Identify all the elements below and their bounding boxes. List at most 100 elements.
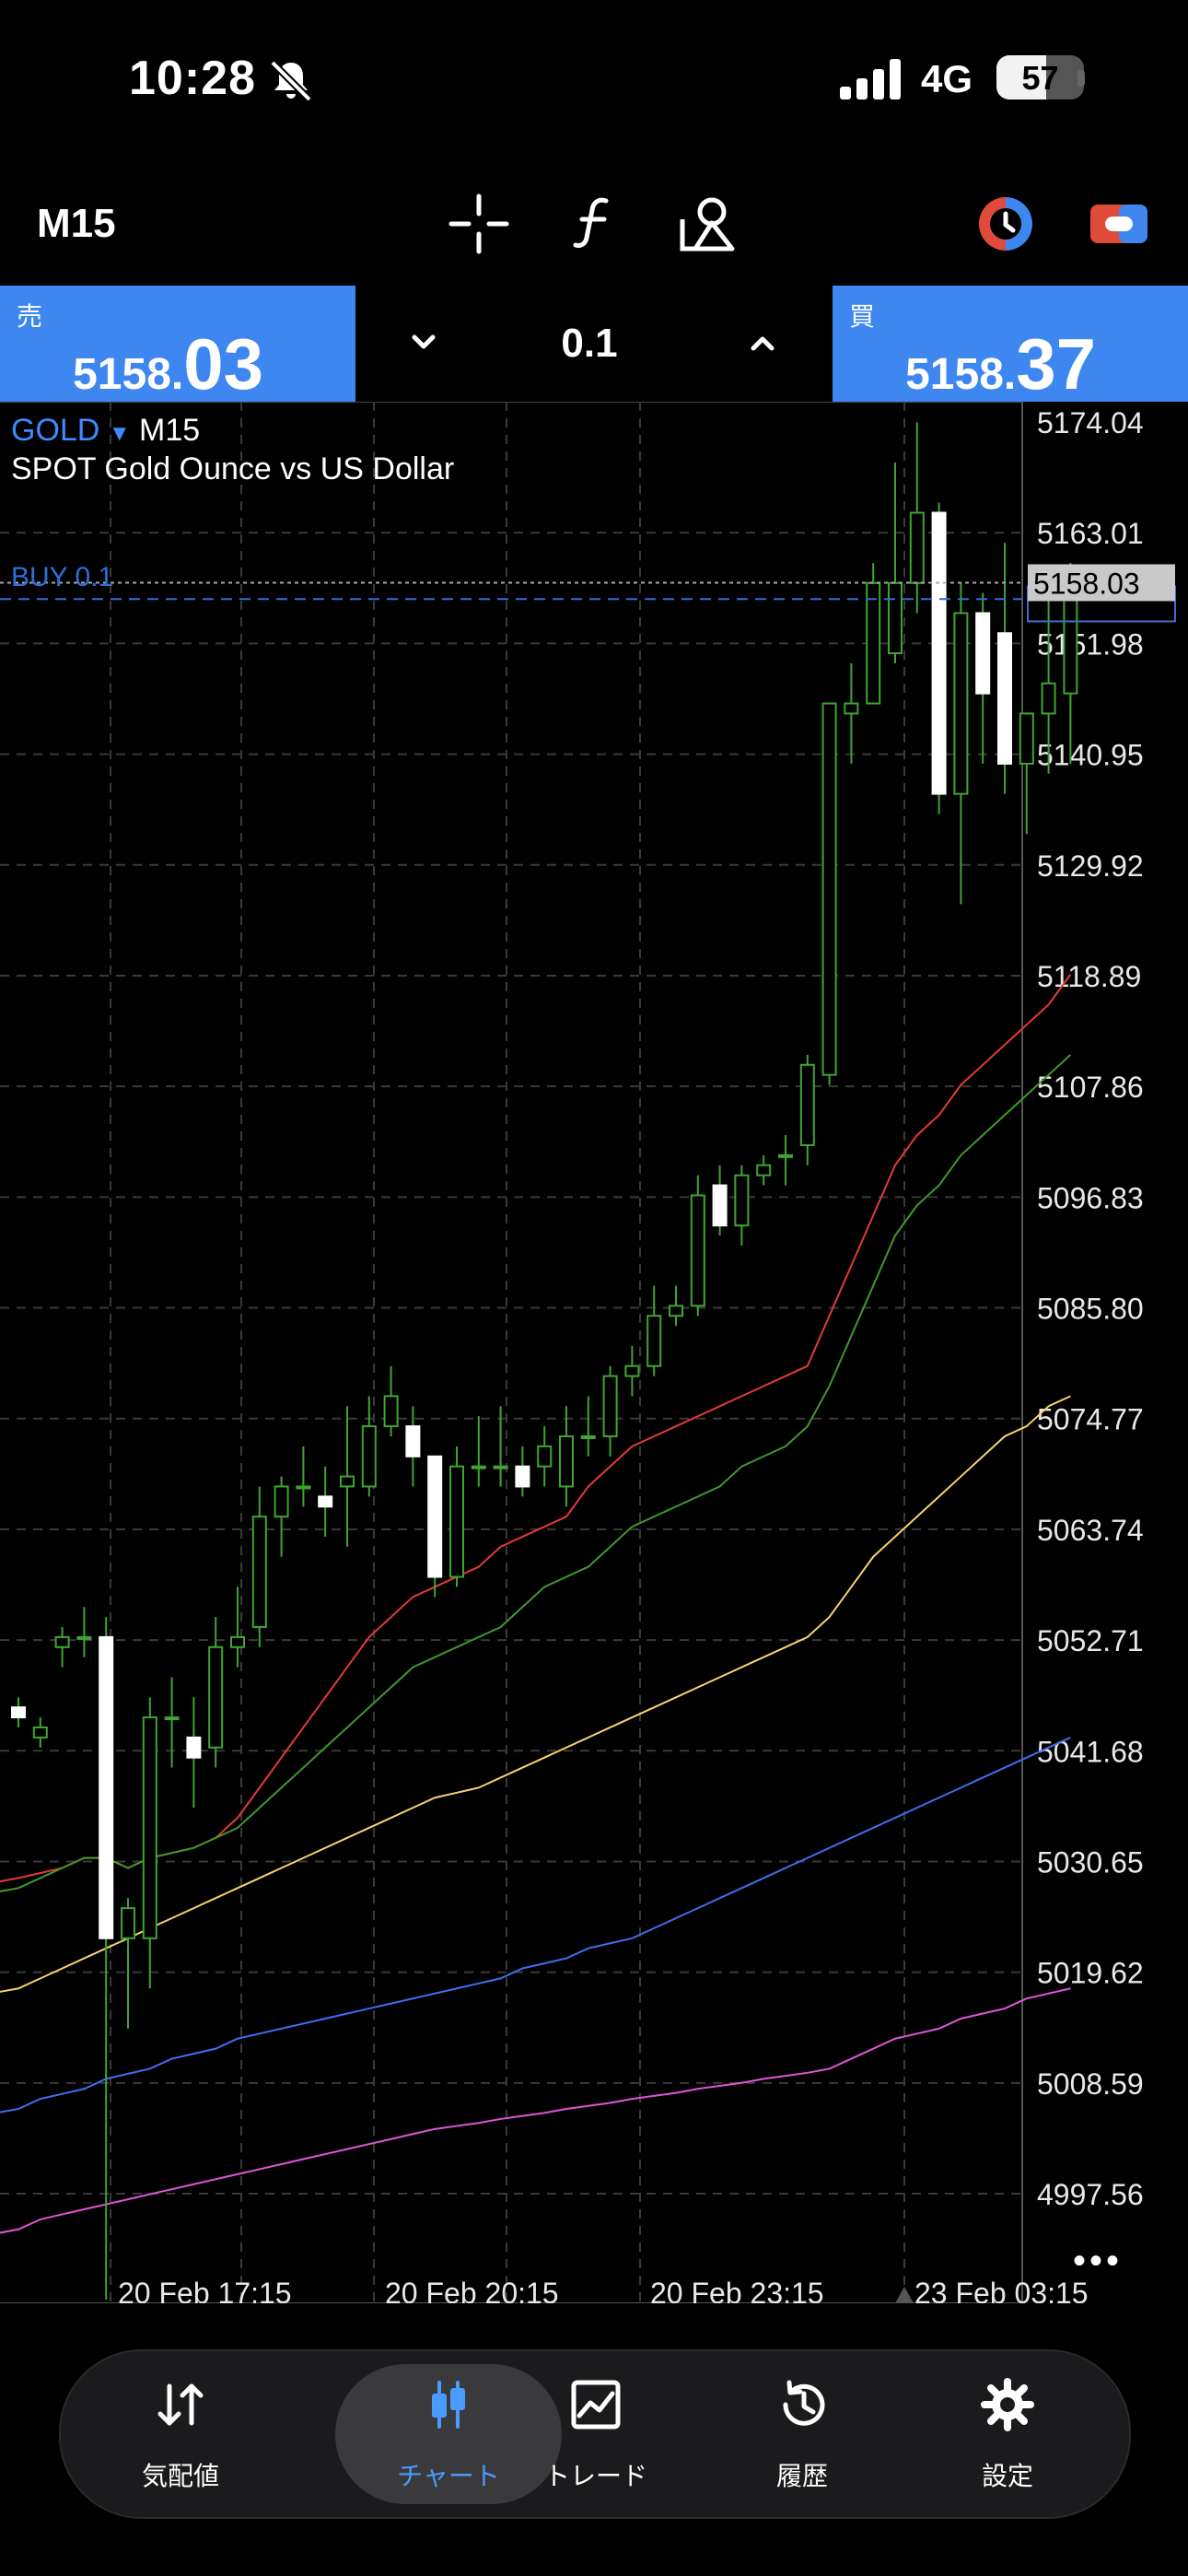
candle-body [1019, 712, 1034, 765]
bell-muted-icon [270, 60, 312, 102]
candle-body [778, 1153, 793, 1158]
candle-body [318, 1495, 333, 1508]
candle-body [383, 1395, 399, 1428]
nav-item-trade[interactable]: トレード [504, 2351, 688, 2517]
y-tick-label: 5096.83 [1037, 1181, 1144, 1214]
crosshair-icon[interactable] [447, 192, 511, 256]
more-options-button[interactable]: ••• [1073, 2241, 1124, 2281]
candle-body [493, 1465, 508, 1469]
network-type: 4G [921, 57, 973, 100]
chart-timeframe: M15 [139, 413, 201, 448]
candle-body [99, 1635, 114, 1939]
nav-label-history: 履歴 [775, 2462, 828, 2490]
sell-price-pips: 03 [183, 323, 263, 404]
buy-price: 5158.37 [905, 322, 1096, 406]
indicator-f-icon[interactable] [562, 192, 626, 256]
candle-body [866, 581, 881, 705]
battery-nub [1077, 70, 1085, 87]
candle-body [76, 1635, 92, 1640]
buy-label: 買 [849, 302, 876, 331]
buy-price-main: 5158. [905, 350, 1017, 399]
candle-body [186, 1736, 202, 1759]
x-tick-label: 23 Feb 03:15 [914, 2277, 1089, 2303]
chart-symbol-header[interactable]: GOLD ▼ M15 [11, 413, 200, 449]
candle-body [208, 1645, 224, 1749]
position-label[interactable]: BUY 0.1 [11, 562, 114, 592]
candle-body [340, 1475, 355, 1488]
buy-price-pips: 37 [1016, 323, 1096, 404]
candle-body [799, 1063, 815, 1146]
current-price-label: 5158.03 [1033, 567, 1140, 600]
candle-body [888, 581, 903, 655]
nav-item-chart[interactable]: チャート [356, 2351, 541, 2517]
sell-label: 売 [17, 302, 43, 331]
lot-decrease-chevron-down-icon[interactable] [405, 324, 442, 361]
candle-body [734, 1174, 750, 1227]
nav-item-history[interactable]: 履歴 [710, 2351, 894, 2517]
candle-body [515, 1465, 530, 1488]
candle-body [471, 1465, 486, 1469]
lot-increase-chevron-up-icon[interactable] [744, 324, 781, 361]
candle-body [32, 1726, 48, 1739]
moving-average-line [0, 1395, 1071, 1993]
y-tick-label: 5063.74 [1037, 1514, 1144, 1547]
x-tick-label: 20 Feb 17:15 [118, 2277, 292, 2303]
sell-button[interactable]: 売 5158.03 [0, 286, 355, 404]
nav-item-quotes[interactable]: 気配値 [88, 2351, 273, 2517]
timeframe-button[interactable]: M15 [37, 201, 116, 246]
nav-item-settings[interactable]: 設定 [915, 2351, 1100, 2517]
candle-body [909, 511, 925, 584]
nav-label-chart: チャート [397, 2462, 500, 2490]
symbol-dropdown-icon[interactable]: ▼ [108, 421, 131, 446]
buy-button[interactable]: 買 5158.37 [833, 286, 1188, 404]
lot-selector [355, 286, 833, 402]
candle-body [931, 511, 947, 795]
candle-body [296, 1485, 311, 1490]
moving-average-line [0, 1736, 1071, 2113]
sell-price-main: 5158. [73, 350, 184, 399]
candle-body [274, 1485, 289, 1518]
candle-body [821, 702, 837, 1076]
symbol-name[interactable]: GOLD [11, 413, 100, 448]
nav-label-settings: 設定 [981, 2462, 1033, 2490]
candle-body [756, 1164, 772, 1177]
candle-body [975, 612, 991, 695]
candle-body [230, 1635, 245, 1648]
history-icon [783, 2380, 825, 2426]
one-click-trading-icon[interactable] [1087, 192, 1151, 256]
battery-icon: 57 [996, 55, 1084, 100]
objects-icon[interactable] [675, 192, 740, 256]
nav-label-quotes: 気配値 [141, 2462, 219, 2490]
candle-body [953, 612, 969, 795]
candle-body [142, 1716, 157, 1939]
price-chart[interactable]: 5174.04 5163.01 5151.98 5140.95 5129.92 5118.… [0, 402, 1188, 2303]
x-tick-label: 20 Feb 23:15 [650, 2277, 824, 2303]
candle-body [669, 1305, 683, 1317]
y-tick-label: 5107.86 [1037, 1071, 1144, 1104]
quotes-icon [157, 2383, 204, 2426]
lot-value[interactable]: 0.1 [561, 321, 618, 366]
y-tick-label: 4997.56 [1037, 2178, 1144, 2211]
y-tick-label: 5019.62 [1037, 1957, 1144, 1990]
moving-average-line [0, 1987, 1071, 2234]
candle-body [405, 1425, 421, 1458]
candle-body [251, 1516, 267, 1629]
symbol-description: SPOT Gold Ounce vs US Dollar [11, 451, 455, 486]
candle-body [624, 1364, 640, 1377]
status-time: 10:28 [129, 52, 256, 105]
chart-candles-icon [432, 2381, 465, 2429]
y-tick-label: 5174.04 [1037, 406, 1144, 439]
y-tick-label: 5140.95 [1037, 739, 1144, 772]
y-tick-label: 5151.98 [1037, 627, 1144, 661]
nav-label-trade: トレード [543, 2462, 647, 2490]
trade-history-icon[interactable] [973, 192, 1038, 256]
candle-body [580, 1434, 596, 1439]
battery-percent: 57 [1021, 59, 1059, 97]
candle-body [602, 1375, 618, 1437]
moving-average-line [0, 974, 1072, 1883]
y-tick-label: 5118.89 [1037, 960, 1141, 993]
battery-level [996, 55, 1047, 100]
candle-body [164, 1716, 180, 1721]
moving-average-line [0, 1054, 1072, 1892]
cellular-signal-icon [840, 59, 901, 100]
